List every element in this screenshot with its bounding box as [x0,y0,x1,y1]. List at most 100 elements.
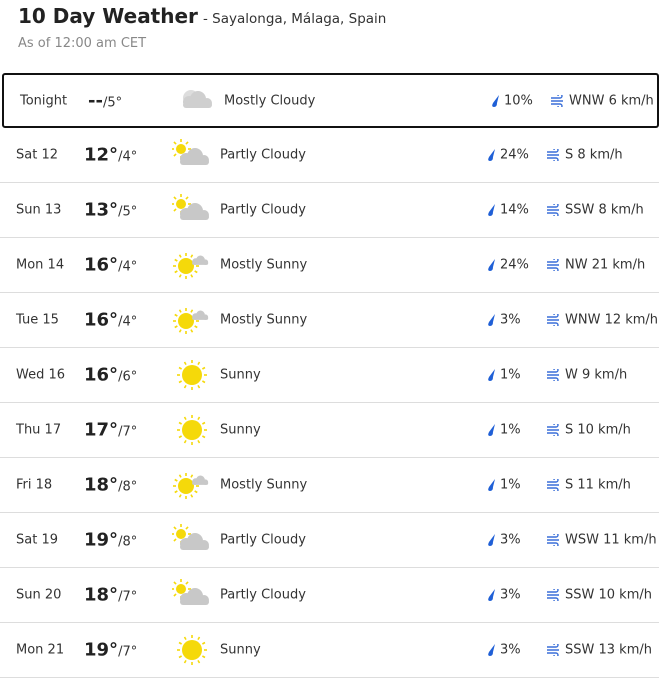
low-temp: /4° [118,149,138,165]
raindrop-icon [492,94,499,107]
condition: Mostly Sunny [220,257,308,273]
temperature: 19°/7° [84,640,137,661]
day-label: Tue 15 [16,312,59,328]
high-temp: 16° [84,364,119,386]
wind: SSW 10 km/h [565,587,652,603]
day-label: Mon 21 [16,642,65,658]
condition: Mostly Cloudy [224,93,316,108]
condition: Sunny [220,642,261,658]
raindrop-icon [488,644,495,656]
raindrop-icon [488,314,495,326]
forecast-row[interactable]: Sun 13 13°/5° Partly Cloudy 14% SSW 8 km… [0,183,659,238]
condition: Sunny [220,422,261,438]
wind-icon [547,589,559,601]
partly-cloudy-icon [172,524,209,550]
wind-icon [547,314,559,326]
precip-chance: 1% [500,367,521,383]
low-temp: /7° [118,589,138,605]
raindrop-icon [488,369,495,381]
temperature: 19°/8° [84,530,137,551]
forecast-row[interactable]: Tonight --/5° Mostly Cloudy 10% WNW 6 km… [2,73,659,128]
mostly-sunny-icon [173,473,209,499]
condition: Partly Cloudy [220,587,306,603]
condition: Mostly Sunny [220,477,308,493]
low-temp: /7° [118,424,138,440]
high-temp: 16° [84,254,119,276]
partly-cloudy-icon [172,139,209,165]
day-label: Tonight [20,93,68,108]
high-temp: 13° [84,199,119,221]
forecast-row[interactable]: Sat 19 19°/8° Partly Cloudy 3% WSW 11 km… [0,513,659,568]
condition: Mostly Sunny [220,312,308,328]
wind: S 10 km/h [565,422,631,438]
high-temp: 19° [84,529,119,551]
wind: NW 21 km/h [565,257,646,273]
high-temp: 17° [84,419,119,441]
wind: S 11 km/h [565,477,631,493]
high-temp: 18° [84,474,119,496]
day-label: Sun 20 [16,587,62,603]
temperature: 17°/7° [84,420,137,441]
day-label: Wed 16 [16,367,66,383]
wind-icon [551,94,563,107]
low-temp: /6° [118,369,138,385]
low-temp: /7° [118,644,138,660]
high-temp: 18° [84,584,119,606]
forecast-row[interactable]: Sat 12 12°/4° Partly Cloudy 24% S 8 km/h [0,128,659,183]
wind-icon [547,534,559,546]
precip-chance: 24% [500,147,529,163]
condition: Sunny [220,367,261,383]
precip-chance: 1% [500,477,521,493]
as-of-time: As of 12:00 am CET [18,36,147,51]
precip-chance: 1% [500,422,521,438]
forecast-row[interactable]: Sun 20 18°/7° Partly Cloudy 3% SSW 10 km… [0,568,659,623]
high-temp: 19° [84,639,119,661]
low-temp: /5° [118,204,138,220]
wind: W 9 km/h [565,367,628,383]
wind: S 8 km/h [565,147,623,163]
wind-icon [547,479,559,491]
day-label: Sat 12 [16,147,58,163]
low-temp: /4° [118,314,138,330]
precip-chance: 3% [500,587,521,603]
condition: Partly Cloudy [220,147,306,163]
high-temp: 16° [84,309,119,331]
partly-cloudy-icon [172,579,209,605]
mostly-sunny-icon [173,253,209,279]
forecast-row[interactable]: Fri 18 18°/8° Mostly Sunny 1% S 11 km/h [0,458,659,513]
temperature: 18°/7° [84,585,137,606]
temperature: 18°/8° [84,475,137,496]
wind-icon [547,424,559,436]
raindrop-icon [488,259,495,271]
page-title: 10 Day Weather [18,4,198,28]
wind-icon [547,369,559,381]
raindrop-icon [488,424,495,436]
wind-icon [547,644,559,656]
location: - Sayalonga, Málaga, Spain [203,11,387,27]
forecast-row[interactable]: Wed 16 16°/6° Sunny 1% W 9 km/h [0,348,659,403]
day-label: Thu 17 [16,422,62,438]
high-temp: -- [88,90,103,111]
precip-chance: 3% [500,532,521,548]
precip-chance: 14% [500,202,529,218]
raindrop-icon [488,149,495,161]
wind: WSW 11 km/h [565,532,657,548]
page-header: 10 Day Weather - Sayalonga, Málaga, Spai… [18,4,386,28]
wind: WNW 6 km/h [569,93,654,108]
forecast-row[interactable]: Tue 15 16°/4° Mostly Sunny 3% WNW 12 km/… [0,293,659,348]
precip-chance: 3% [500,312,521,328]
wind: SSW 8 km/h [565,202,644,218]
forecast-row[interactable]: Thu 17 17°/7° Sunny 1% S 10 km/h [0,403,659,458]
temperature: --/5° [88,90,122,111]
temperature: 13°/5° [84,200,137,221]
day-label: Sun 13 [16,202,62,218]
wind: SSW 13 km/h [565,642,652,658]
sunny-icon [177,635,207,665]
forecast-row[interactable]: Mon 21 19°/7° Sunny 3% SSW 13 km/h [0,623,659,678]
wind-icon [547,259,559,271]
condition: Partly Cloudy [220,202,306,218]
forecast-row[interactable]: Mon 14 16°/4° Mostly Sunny 24% NW 21 km/… [0,238,659,293]
temperature: 16°/6° [84,365,137,386]
mostly-sunny-icon [173,308,209,334]
precip-chance: 10% [504,93,533,108]
